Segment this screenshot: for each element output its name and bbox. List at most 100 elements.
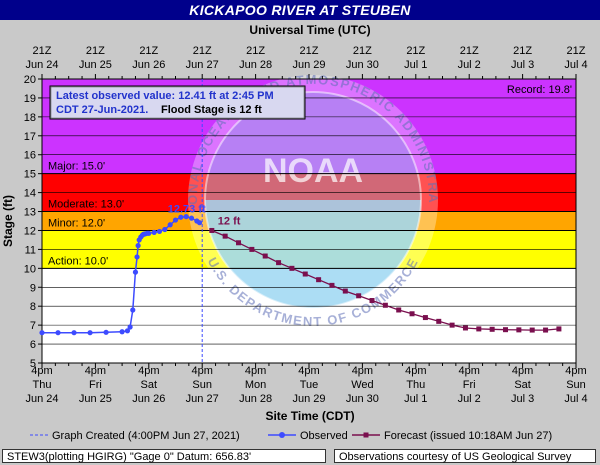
x-tick-time-label: 4pm bbox=[138, 365, 159, 377]
x-tick-date-label: Jun 28 bbox=[239, 393, 272, 405]
top-tick-utc-date: Jun 24 bbox=[25, 59, 58, 71]
forecast-point bbox=[249, 246, 255, 252]
top-tick-utc-date: Jun 27 bbox=[186, 59, 219, 71]
forecast-point bbox=[476, 326, 482, 332]
top-tick-utc-time: 21Z bbox=[246, 45, 265, 57]
observed-point bbox=[119, 329, 125, 335]
top-tick-utc-time: 21Z bbox=[33, 45, 52, 57]
x-tick-day-label: Thu bbox=[406, 379, 425, 391]
observed-point bbox=[124, 328, 131, 334]
x-tick-day-label: Sat bbox=[141, 379, 158, 391]
forecast-point bbox=[289, 265, 295, 271]
top-tick-utc-time: 21Z bbox=[139, 45, 158, 57]
top-tick-utc-time: 21Z bbox=[353, 45, 372, 57]
chart-title: KICKAPOO RIVER AT STEUBEN bbox=[0, 0, 600, 20]
legend-observed-label: Observed bbox=[300, 430, 348, 442]
forecast-point bbox=[436, 318, 442, 324]
observed-point bbox=[71, 330, 77, 336]
forecast-point bbox=[276, 260, 282, 266]
y-tick-label: 20 bbox=[24, 74, 36, 86]
y-tick-label: 16 bbox=[24, 150, 36, 162]
observed-point bbox=[146, 230, 152, 236]
y-tick-label: 8 bbox=[30, 301, 36, 313]
observed-point bbox=[156, 228, 163, 235]
x-tick-day-label: Sun bbox=[192, 379, 212, 391]
y-tick-label: 18 bbox=[24, 112, 36, 124]
observed-point bbox=[55, 330, 61, 336]
forecast-point bbox=[209, 227, 215, 233]
y-tick-label: 11 bbox=[25, 244, 36, 256]
forecast-point bbox=[316, 277, 322, 283]
y-tick-label: 5 bbox=[30, 358, 36, 370]
forecast-start-label: 12 ft bbox=[218, 215, 241, 227]
observed-point bbox=[39, 330, 45, 336]
top-tick-utc-date: Jul 3 bbox=[511, 59, 534, 71]
top-tick-utc-time: 21Z bbox=[406, 45, 425, 57]
x-tick-date-label: Jun 24 bbox=[25, 393, 58, 405]
y-tick-label: 12 bbox=[24, 225, 36, 237]
x-tick-time-label: 4pm bbox=[298, 365, 319, 377]
top-axis-title: Universal Time (UTC) bbox=[249, 23, 370, 37]
y-tick-label: 7 bbox=[30, 320, 36, 332]
observed-point bbox=[172, 217, 179, 223]
x-tick-date-label: Jun 26 bbox=[132, 393, 165, 405]
observed-point bbox=[103, 329, 109, 335]
y-axis-title: Stage (ft) bbox=[1, 195, 15, 247]
footer-datum: STEW3(plotting HGIRG) "Gage 0" Datum: 65… bbox=[2, 449, 326, 463]
x-tick-day-label: Fri bbox=[89, 379, 102, 391]
plot-area: NOAANATIONAL OCEANIC AND ATMOSPHERIC ADM… bbox=[0, 0, 588, 405]
y-tick-label: 19 bbox=[24, 93, 36, 105]
legend-forecast-label: Forecast (issued 10:18AM Jun 27) bbox=[384, 430, 552, 442]
x-tick-day-label: Wed bbox=[351, 379, 373, 391]
observed-point bbox=[87, 330, 93, 336]
y-tick-label: 14 bbox=[24, 188, 36, 200]
x-tick-time-label: 4pm bbox=[85, 365, 106, 377]
x-tick-day-label: Fri bbox=[463, 379, 476, 391]
observed-point bbox=[183, 214, 189, 220]
top-tick-utc-time: 21Z bbox=[460, 45, 479, 57]
x-tick-time-label: 4pm bbox=[352, 365, 373, 377]
x-tick-day-label: Mon bbox=[245, 379, 266, 391]
x-tick-time-label: 4pm bbox=[565, 365, 586, 377]
forecast-point bbox=[342, 288, 348, 294]
x-tick-time-label: 4pm bbox=[458, 365, 479, 377]
observed-point bbox=[134, 254, 140, 260]
top-tick-utc-time: 21Z bbox=[86, 45, 105, 57]
legend-observed-marker bbox=[279, 432, 285, 438]
observed-point bbox=[178, 214, 184, 220]
forecast-point bbox=[382, 302, 388, 308]
observed-point bbox=[162, 226, 168, 233]
top-tick-utc-date: Jul 2 bbox=[458, 59, 481, 71]
y-tick-label: 9 bbox=[30, 282, 36, 294]
x-tick-date-label: Jun 30 bbox=[346, 393, 379, 405]
observed-point bbox=[132, 269, 139, 275]
y-tick-label: 10 bbox=[24, 263, 36, 275]
forecast-point bbox=[222, 233, 228, 239]
watermark-inner-ring bbox=[204, 91, 422, 309]
x-tick-day-label: Sun bbox=[566, 379, 586, 391]
info-box-observed: Latest observed value: 12.41 ft at 2:45 … bbox=[56, 90, 274, 102]
info-box-date: CDT 27-Jun-2021. bbox=[56, 104, 148, 116]
observed-point bbox=[196, 220, 203, 226]
top-tick-utc-date: Jul 1 bbox=[404, 59, 427, 71]
flood-label-major: Major: 15.0' bbox=[48, 161, 105, 173]
x-tick-time-label: 4pm bbox=[191, 365, 212, 377]
footer-credit: Observations courtesy of US Geological S… bbox=[334, 449, 596, 463]
x-tick-day-label: Thu bbox=[33, 379, 52, 391]
forecast-point bbox=[449, 322, 455, 328]
top-tick-utc-time: 21Z bbox=[513, 45, 532, 57]
observed-point bbox=[130, 307, 136, 313]
x-tick-date-label: Jul 4 bbox=[564, 393, 587, 405]
forecast-point bbox=[302, 271, 308, 277]
observed-point bbox=[127, 324, 133, 330]
x-tick-date-label: Jul 3 bbox=[511, 393, 534, 405]
x-tick-date-label: Jun 25 bbox=[79, 393, 112, 405]
forecast-point bbox=[543, 327, 549, 333]
x-tick-date-label: Jun 27 bbox=[186, 393, 219, 405]
flood-label-action: Action: 10.0' bbox=[48, 255, 108, 267]
watermark-logo-text: NOAA bbox=[263, 152, 363, 190]
x-tick-time-label: 4pm bbox=[512, 365, 533, 377]
y-tick-label: 13 bbox=[24, 207, 36, 219]
top-tick-utc-date: Jun 30 bbox=[346, 59, 379, 71]
